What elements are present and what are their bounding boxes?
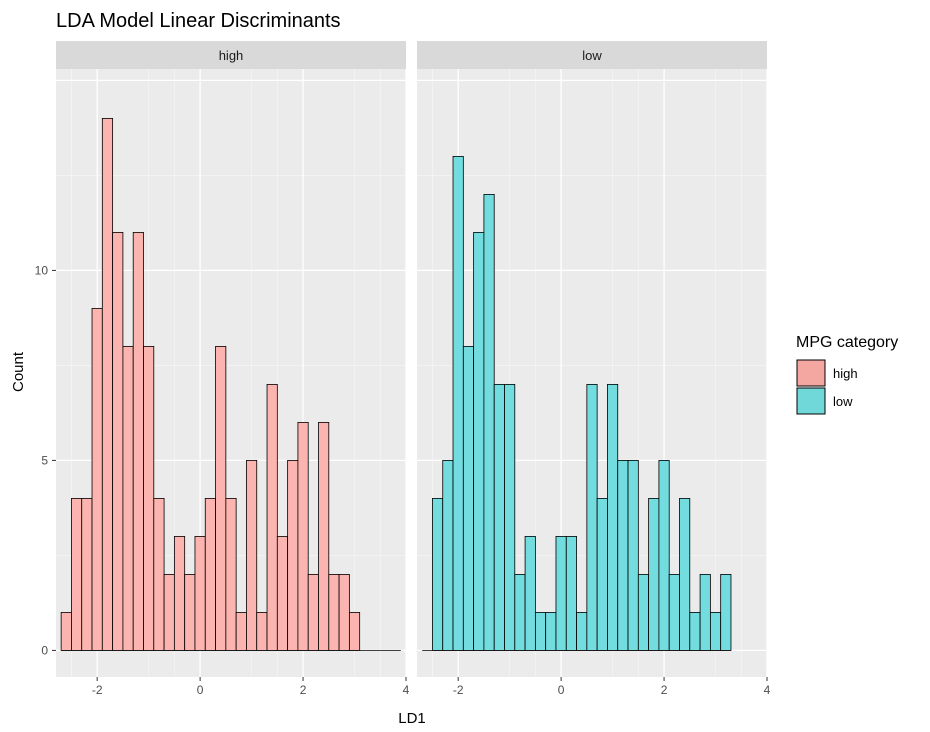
histogram-bar: [442, 459, 454, 651]
histogram-bar: [173, 536, 186, 651]
x-axis-high: -2 0 2 4: [92, 677, 410, 697]
chart-title: LDA Model Linear Discriminants: [56, 10, 341, 32]
histogram-bar: [348, 612, 361, 651]
legend-label-low: low: [833, 394, 853, 409]
histogram-bar: [246, 459, 258, 651]
x-tick-label: 0: [197, 683, 204, 697]
histogram-bar: [534, 612, 547, 651]
histogram-bar: [576, 612, 588, 651]
facet-panel-high: high: [56, 41, 407, 677]
histogram-bar: [256, 612, 268, 651]
histogram-bar: [338, 574, 350, 651]
y-tick-label: 5: [41, 453, 48, 467]
x-tick-label: 2: [300, 683, 307, 697]
histogram-bar: [586, 383, 598, 651]
legend-label-high: high: [833, 366, 858, 381]
legend-item-high: high: [796, 359, 858, 387]
histogram-bar: [112, 231, 124, 651]
histogram-bar: [689, 612, 701, 651]
x-tick-label: 4: [764, 683, 771, 697]
histogram-bar: [514, 574, 526, 651]
facet-strip-high: [56, 41, 406, 69]
histogram-bar: [184, 574, 196, 651]
histogram-bar: [493, 383, 505, 651]
histogram-bar: [432, 497, 444, 651]
x-tick-label: 2: [661, 683, 668, 697]
histogram-bar: [91, 307, 103, 651]
histogram-bar: [194, 536, 206, 651]
histogram-bar: [462, 345, 475, 651]
histogram-bar: [596, 497, 608, 651]
y-tick-label: 0: [41, 643, 48, 657]
histogram-bar: [504, 383, 516, 651]
histogram-bar: [143, 345, 155, 651]
histogram-bar: [153, 497, 165, 651]
histogram-bar: [328, 574, 340, 651]
histogram-bar: [287, 459, 299, 651]
histogram-bar: [709, 612, 722, 651]
y-axis-title: Count: [10, 351, 27, 392]
histogram-bar: [81, 497, 93, 651]
x-axis-title: LD1: [398, 710, 426, 727]
histogram-bar: [565, 536, 577, 651]
histogram-bar: [101, 118, 114, 651]
histogram-bar: [225, 497, 237, 651]
histogram-bar: [215, 345, 227, 651]
y-axis: 0 5 10: [35, 263, 56, 657]
legend-key-low: [796, 387, 826, 415]
x-tick-label: -2: [453, 683, 464, 697]
legend-title: MPG category: [796, 334, 898, 351]
histogram-bar: [679, 497, 691, 651]
histogram-bar: [122, 345, 134, 651]
histogram-bar: [668, 574, 680, 651]
histogram-bar: [452, 155, 464, 651]
histogram-bar: [627, 459, 639, 651]
histogram-bar: [276, 536, 289, 651]
histogram-bar: [483, 193, 495, 651]
histogram-bar: [235, 612, 247, 651]
facet-strip-label-low: low: [582, 48, 602, 63]
legend-item-low: low: [796, 387, 853, 415]
histogram-bar: [699, 574, 711, 651]
x-tick-label: 0: [558, 683, 565, 697]
facet-panel-low: low: [417, 41, 768, 677]
histogram-bar: [524, 536, 536, 651]
histogram-bar: [617, 459, 629, 651]
histogram-bar: [545, 612, 557, 651]
histogram-bar: [71, 497, 83, 651]
legend-key-high: [796, 359, 826, 387]
histogram-bar: [648, 497, 660, 651]
y-tick-label: 10: [35, 263, 49, 277]
histogram-bar: [473, 231, 485, 651]
histogram-bar: [132, 231, 144, 651]
x-tick-label: -2: [92, 683, 103, 697]
histogram-bar: [318, 421, 330, 651]
histogram-bar: [555, 536, 567, 651]
histogram-bar: [720, 574, 732, 651]
facet-strip-label-high: high: [219, 48, 244, 63]
histogram-bar: [60, 612, 72, 651]
histogram-bar: [163, 574, 175, 651]
histogram-bar: [307, 574, 319, 651]
histogram-bar: [266, 383, 278, 651]
histogram-bar: [204, 497, 216, 651]
histogram-bar: [607, 383, 619, 651]
legend: MPG category high low: [796, 334, 898, 415]
x-axis-low: -2 0 2 4: [453, 677, 771, 697]
histogram-bar: [637, 574, 650, 651]
facet-strip-low: [417, 41, 767, 69]
histogram-bar: [297, 421, 309, 651]
x-tick-label: 4: [403, 683, 410, 697]
histogram-bar: [658, 459, 670, 651]
